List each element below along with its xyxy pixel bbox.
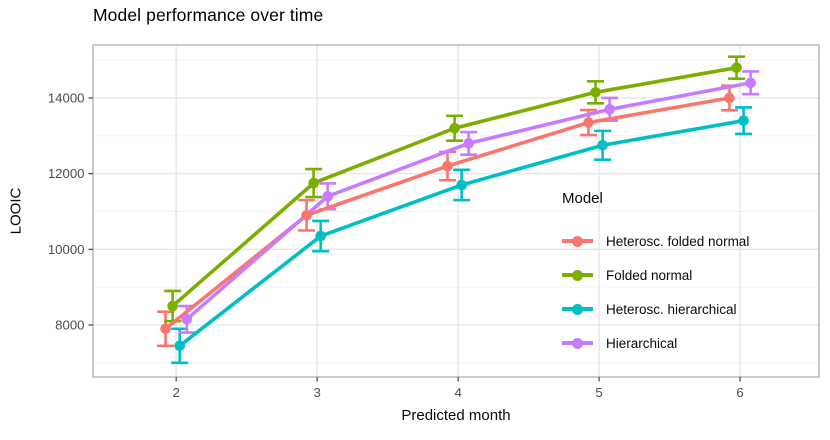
series-points xyxy=(160,62,756,352)
x-tick-label: 5 xyxy=(595,385,602,400)
data-point xyxy=(590,86,601,98)
data-point xyxy=(160,323,171,335)
data-point xyxy=(442,160,453,172)
gridlines-major xyxy=(93,45,819,377)
data-point xyxy=(724,92,735,104)
legend-item-label: Hierarchical xyxy=(606,335,678,351)
x-tick-label: 2 xyxy=(173,385,180,400)
data-point xyxy=(301,209,312,221)
data-point xyxy=(456,179,467,191)
y-tick-label: 8000 xyxy=(55,318,84,333)
chart-title: Model performance over time xyxy=(93,5,324,25)
y-tick-label: 10000 xyxy=(48,242,85,257)
legend-item-heterosc-folded-normal: Heterosc. folded normal xyxy=(562,224,749,258)
legend-key-line-dot-icon xyxy=(562,235,593,247)
data-point xyxy=(604,104,615,115)
legend-key-line-dot-icon xyxy=(562,269,593,281)
data-point xyxy=(731,62,742,74)
legend-item-label: Folded normal xyxy=(606,267,693,283)
legend: Model Heterosc. folded normal Folded nor… xyxy=(562,190,749,360)
legend-item-label: Heterosc. folded normal xyxy=(606,233,750,249)
data-point xyxy=(167,300,178,312)
panel-background xyxy=(93,45,819,377)
x-tick-label: 3 xyxy=(313,385,320,400)
legend-item-hierarchical: Hierarchical xyxy=(562,326,749,360)
y-tick-label: 12000 xyxy=(48,166,85,181)
y-axis-title: LOOIC xyxy=(7,187,25,235)
x-tick-label: 4 xyxy=(454,385,461,400)
data-point xyxy=(315,230,326,242)
data-point xyxy=(745,77,756,89)
panel-border xyxy=(92,44,820,378)
data-point xyxy=(738,115,749,126)
legend-item-label: Heterosc. hierarchical xyxy=(606,301,737,317)
data-point xyxy=(181,314,193,325)
x-axis-title: Predicted month xyxy=(401,407,511,424)
data-point xyxy=(322,191,334,202)
y-tick-label: 14000 xyxy=(48,91,85,106)
axis-ticks: 8000 10000 12000 14000 2 3 4 5 6 xyxy=(48,91,744,400)
data-point xyxy=(463,138,474,149)
data-point xyxy=(174,340,185,352)
data-point xyxy=(449,122,460,134)
legend-key-line-dot-icon xyxy=(562,303,593,315)
data-point xyxy=(583,117,594,128)
legend-item-folded-normal: Folded normal xyxy=(562,258,749,292)
gridlines-minor xyxy=(93,59,819,364)
legend-title: Model xyxy=(562,190,603,207)
legend-item-heterosc-hierarchical: Heterosc. hierarchical xyxy=(562,292,749,326)
data-point xyxy=(597,139,608,151)
data-point xyxy=(308,177,319,189)
x-tick-label: 6 xyxy=(736,385,743,400)
legend-key-line-dot-icon xyxy=(562,337,593,349)
